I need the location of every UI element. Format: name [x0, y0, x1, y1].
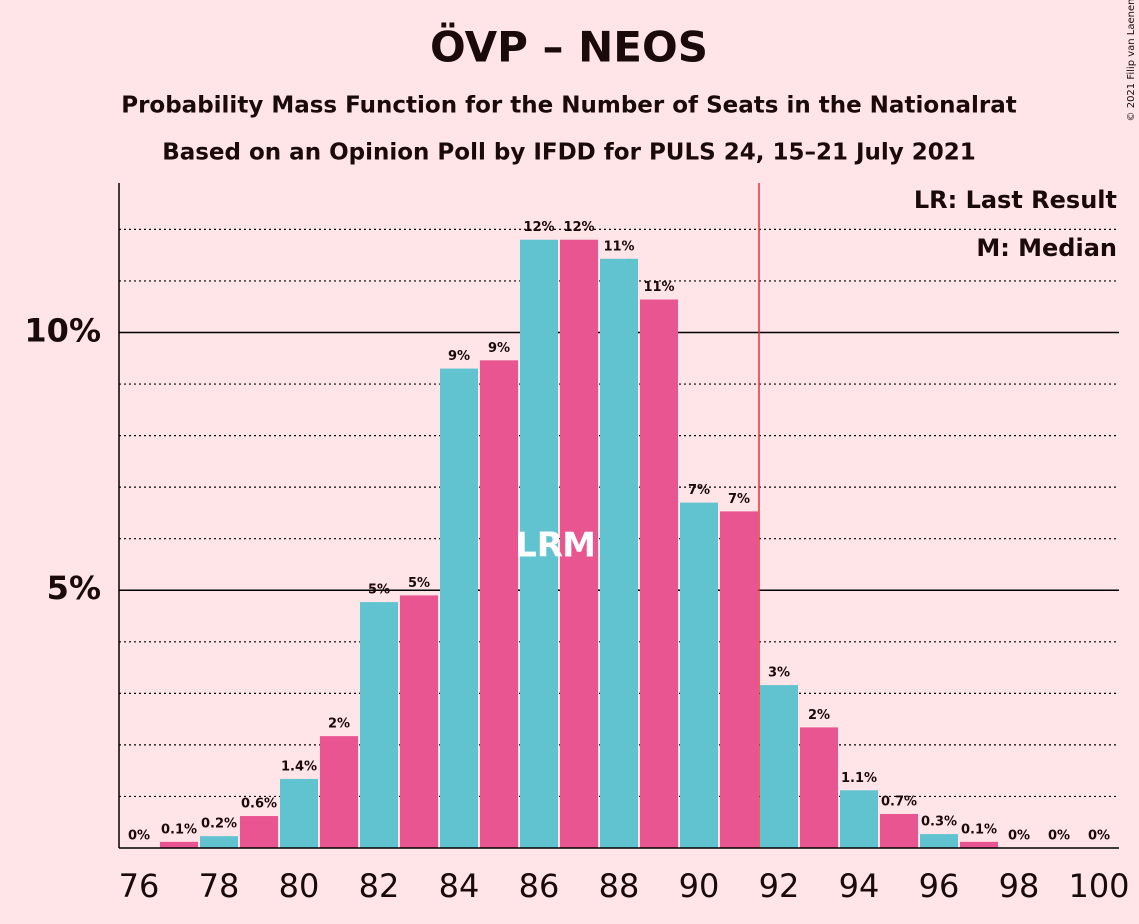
value-label: 9%	[448, 349, 470, 364]
y-tick-label: 10%	[24, 311, 101, 349]
bar	[960, 841, 998, 848]
bar	[200, 836, 238, 848]
y-tick-label: 5%	[47, 569, 101, 607]
bar	[720, 511, 758, 848]
x-tick-label: 90	[679, 867, 720, 905]
bar	[440, 368, 478, 848]
x-tick-label: 86	[519, 867, 560, 905]
value-label: 0.7%	[881, 794, 917, 809]
bar	[160, 841, 198, 848]
value-label: 0.2%	[201, 817, 237, 832]
bar	[760, 685, 798, 848]
marker-label: M	[562, 526, 596, 566]
value-label: 0%	[1088, 829, 1110, 844]
value-label: 5%	[408, 576, 430, 591]
bar	[840, 790, 878, 848]
value-label: 0%	[1048, 829, 1070, 844]
copyright: © 2021 Filip van Laenen	[1126, 0, 1137, 121]
bar	[680, 502, 718, 848]
chart-subtitle: Based on an Opinion Poll by IFDD for PUL…	[162, 140, 976, 166]
value-label: 1.1%	[841, 771, 877, 786]
x-tick-label: 98	[999, 867, 1040, 905]
value-label: 12%	[523, 220, 554, 235]
legend-entry: LR: Last Result	[914, 186, 1117, 214]
value-label: 1.4%	[281, 759, 317, 774]
x-tick-label: 82	[359, 867, 400, 905]
value-label: 0.1%	[161, 822, 197, 837]
bar	[520, 239, 558, 848]
value-label: 7%	[728, 492, 750, 507]
x-tick-label: 100	[1068, 867, 1129, 905]
bar	[320, 736, 358, 848]
value-label: 11%	[603, 239, 634, 254]
chart-title: ÖVP – NEOS	[430, 22, 708, 72]
value-label: 7%	[688, 483, 710, 498]
x-tick-label: 96	[919, 867, 960, 905]
value-label: 0%	[128, 829, 150, 844]
bar	[640, 299, 678, 848]
bar	[400, 595, 438, 848]
value-label: 11%	[643, 280, 674, 295]
legend-entry: M: Median	[976, 234, 1117, 262]
x-tick-label: 88	[599, 867, 640, 905]
value-label: 2%	[328, 717, 350, 732]
value-label: 3%	[768, 666, 790, 681]
x-tick-label: 80	[279, 867, 320, 905]
value-label: 0%	[1008, 829, 1030, 844]
chart-subtitle: Probability Mass Function for the Number…	[121, 93, 1017, 119]
bar	[280, 778, 318, 848]
x-tick-label: 76	[119, 867, 160, 905]
bar	[800, 727, 838, 848]
value-label: 0.6%	[241, 797, 277, 812]
bar	[360, 602, 398, 848]
value-label: 0.3%	[921, 815, 957, 830]
value-label: 0.1%	[961, 822, 997, 837]
x-tick-label: 92	[759, 867, 800, 905]
value-label: 12%	[563, 220, 594, 235]
marker-label: LR	[515, 526, 563, 566]
value-label: 2%	[808, 708, 830, 723]
value-label: 9%	[488, 341, 510, 356]
x-tick-label: 94	[839, 867, 880, 905]
bar	[240, 816, 278, 848]
bar	[600, 258, 638, 849]
x-tick-label: 78	[199, 867, 240, 905]
bar	[920, 834, 958, 848]
bar	[880, 813, 918, 848]
bar	[560, 239, 598, 848]
x-tick-label: 84	[439, 867, 480, 905]
bar	[480, 360, 518, 848]
value-label: 5%	[368, 583, 390, 598]
